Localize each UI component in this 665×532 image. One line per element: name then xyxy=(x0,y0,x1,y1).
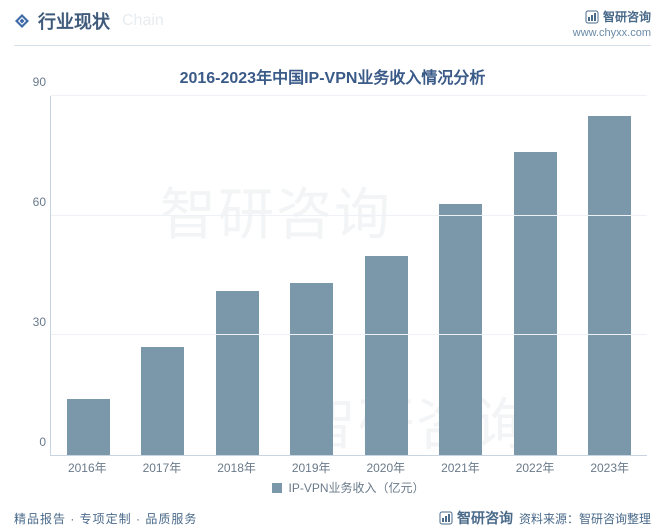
x-tick-label: 2021年 xyxy=(423,459,498,476)
gridline xyxy=(51,334,647,335)
bar-slot xyxy=(498,96,573,455)
bar-slot xyxy=(275,96,350,455)
bar-slot xyxy=(126,96,201,455)
gridline xyxy=(51,95,647,96)
header-divider xyxy=(14,45,651,46)
x-tick-label: 2018年 xyxy=(199,459,274,476)
x-tick-label: 2017年 xyxy=(125,459,200,476)
x-axis-labels: 2016年2017年2018年2019年2020年2021年2022年2023年 xyxy=(50,459,647,476)
legend-swatch xyxy=(272,483,282,493)
bar-slot xyxy=(424,96,499,455)
footer-brand: 智研咨询 xyxy=(439,508,513,528)
legend-label: IP-VPN业务收入（亿元） xyxy=(288,479,424,496)
footer-brand-text: 智研咨询 xyxy=(457,508,513,528)
bar-slot xyxy=(200,96,275,455)
footer-source: 资料来源：智研咨询整理 xyxy=(519,510,651,527)
bar xyxy=(439,204,482,455)
y-tick-label: 0 xyxy=(39,435,46,449)
x-tick-label: 2020年 xyxy=(349,459,424,476)
chart-area: 0306090 2016年2017年2018年2019年2020年2021年20… xyxy=(14,96,651,496)
source-value: 智研咨询整理 xyxy=(579,512,651,526)
x-tick-label: 2023年 xyxy=(572,459,647,476)
y-tick-label: 30 xyxy=(33,315,46,329)
gridline xyxy=(51,215,647,216)
bar-slot xyxy=(349,96,424,455)
bar xyxy=(365,256,408,455)
bars-container xyxy=(51,96,647,455)
x-tick-label: 2022年 xyxy=(498,459,573,476)
y-tick-label: 60 xyxy=(33,195,46,209)
y-tick-label: 90 xyxy=(33,75,46,89)
bar xyxy=(588,116,631,455)
legend: IP-VPN业务收入（亿元） xyxy=(50,479,647,496)
brand-row: 智研咨询 xyxy=(573,8,651,25)
section-title: 行业现状 xyxy=(38,8,110,34)
bar xyxy=(290,283,333,455)
bar-slot xyxy=(573,96,648,455)
y-axis: 0306090 xyxy=(14,96,50,456)
bar xyxy=(141,347,184,455)
chart-title: 2016-2023年中国IP-VPN业务收入情况分析 xyxy=(0,64,665,88)
footer-left: 精品报告 · 专项定制 · 品质服务 xyxy=(14,510,197,527)
footer: 精品报告 · 专项定制 · 品质服务 智研咨询 资料来源：智研咨询整理 xyxy=(0,504,665,532)
section-subtitle: Chain xyxy=(122,12,164,30)
plot-area xyxy=(50,96,647,456)
bar xyxy=(67,399,110,455)
brand-icon xyxy=(585,10,599,24)
brand-name: 智研咨询 xyxy=(603,8,651,25)
source-label: 资料来源： xyxy=(519,512,579,526)
diamond-icon xyxy=(14,13,30,29)
brand-url: www.chyxx.com xyxy=(573,27,651,39)
header-right: 智研咨询 www.chyxx.com xyxy=(573,8,651,39)
footer-right: 智研咨询 资料来源：智研咨询整理 xyxy=(439,508,651,528)
bar xyxy=(216,291,259,455)
x-tick-label: 2019年 xyxy=(274,459,349,476)
header: 行业现状 Chain 智研咨询 www.chyxx.com xyxy=(0,0,665,45)
bar-slot xyxy=(51,96,126,455)
header-left: 行业现状 Chain xyxy=(14,8,164,34)
bar xyxy=(514,152,557,455)
x-tick-label: 2016年 xyxy=(50,459,125,476)
